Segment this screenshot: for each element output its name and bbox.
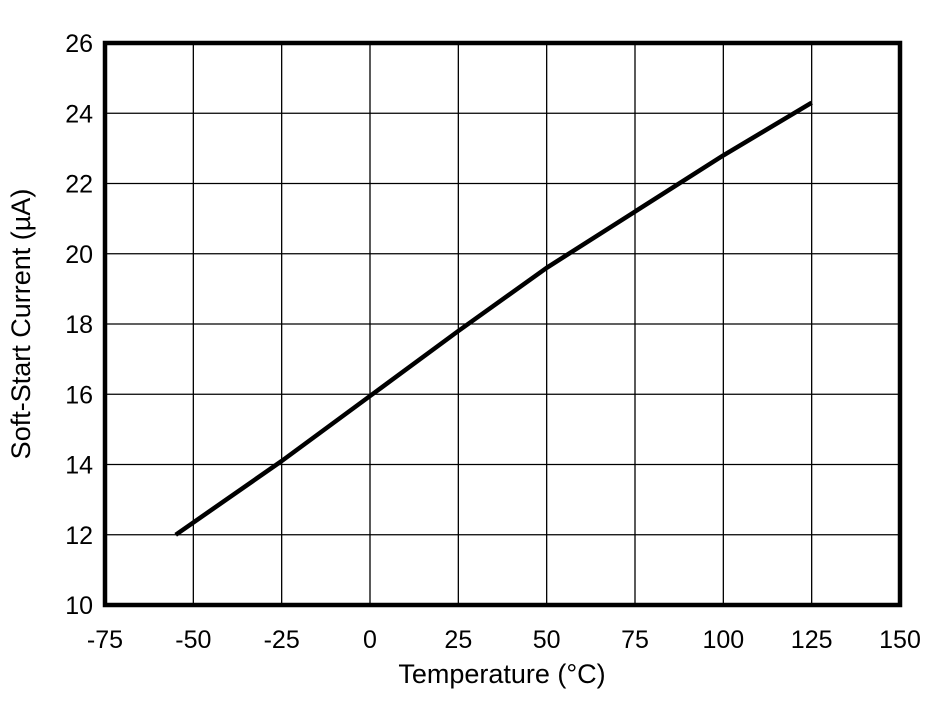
x-tick-label: -50 <box>175 626 211 654</box>
x-tick-label: 150 <box>879 626 921 654</box>
x-tick-label: 125 <box>791 626 833 654</box>
x-axis-title: Temperature (°C) <box>398 659 605 689</box>
x-tick-label: -25 <box>264 626 300 654</box>
y-axis-title: Soft-Start Current (µA) <box>6 189 36 460</box>
x-tick-label: 100 <box>702 626 744 654</box>
y-tick-label: 26 <box>65 30 93 58</box>
y-tick-label: 12 <box>65 522 93 550</box>
y-tick-label: 14 <box>65 452 93 480</box>
y-tick-label: 22 <box>65 171 93 199</box>
x-tick-label: -75 <box>87 626 123 654</box>
plot-frame <box>102 40 903 608</box>
tick-label-layer: -75 -50 -25 0 25 50 75 100 125 150 10 12 14 16 18 20 22 2… <box>65 30 921 654</box>
x-tick-label: 75 <box>621 626 649 654</box>
x-tick-label: 25 <box>444 626 472 654</box>
y-tick-label: 18 <box>65 311 93 339</box>
y-tick-label: 10 <box>65 592 93 620</box>
x-tick-label: 50 <box>533 626 561 654</box>
data-line-soft-start-current <box>174 100 813 537</box>
data-series-layer <box>174 100 813 537</box>
y-tick-label: 16 <box>65 381 93 409</box>
x-tick-label: 0 <box>363 626 377 654</box>
grid-layer <box>105 43 900 605</box>
y-tick-label: 20 <box>65 241 93 269</box>
y-tick-label: 24 <box>65 100 93 128</box>
